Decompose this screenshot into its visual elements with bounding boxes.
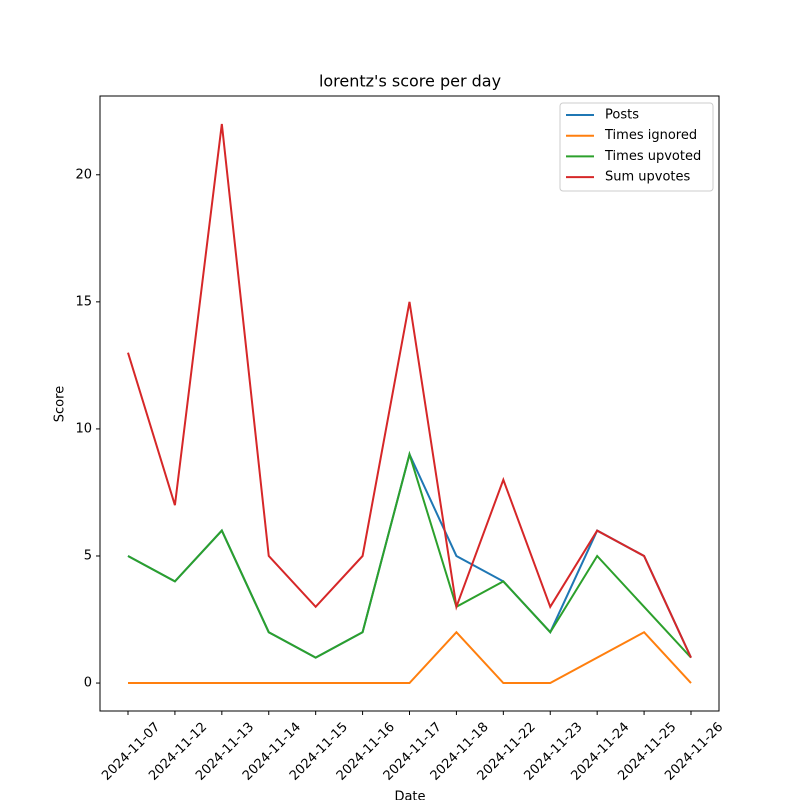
y-axis-label: Score xyxy=(53,386,68,422)
legend-label: Posts xyxy=(605,108,639,123)
legend-label: Times ignored xyxy=(604,128,697,143)
series-line xyxy=(127,450,692,659)
y-tick-label: 20 xyxy=(75,167,92,182)
y-tick-label: 10 xyxy=(75,421,92,436)
y-tick-label: 15 xyxy=(75,294,92,309)
y-tick-label: 5 xyxy=(84,548,92,563)
x-axis-label: Date xyxy=(394,790,425,800)
y-tick-label: 0 xyxy=(84,676,92,691)
series-line xyxy=(127,123,692,659)
series-line xyxy=(127,451,692,659)
legend-label: Sum upvotes xyxy=(605,170,691,185)
series-line xyxy=(128,630,692,685)
legend-box xyxy=(559,102,714,192)
legend-label: Times upvoted xyxy=(604,149,701,164)
chart-title: lorentz's score per day xyxy=(319,72,501,91)
